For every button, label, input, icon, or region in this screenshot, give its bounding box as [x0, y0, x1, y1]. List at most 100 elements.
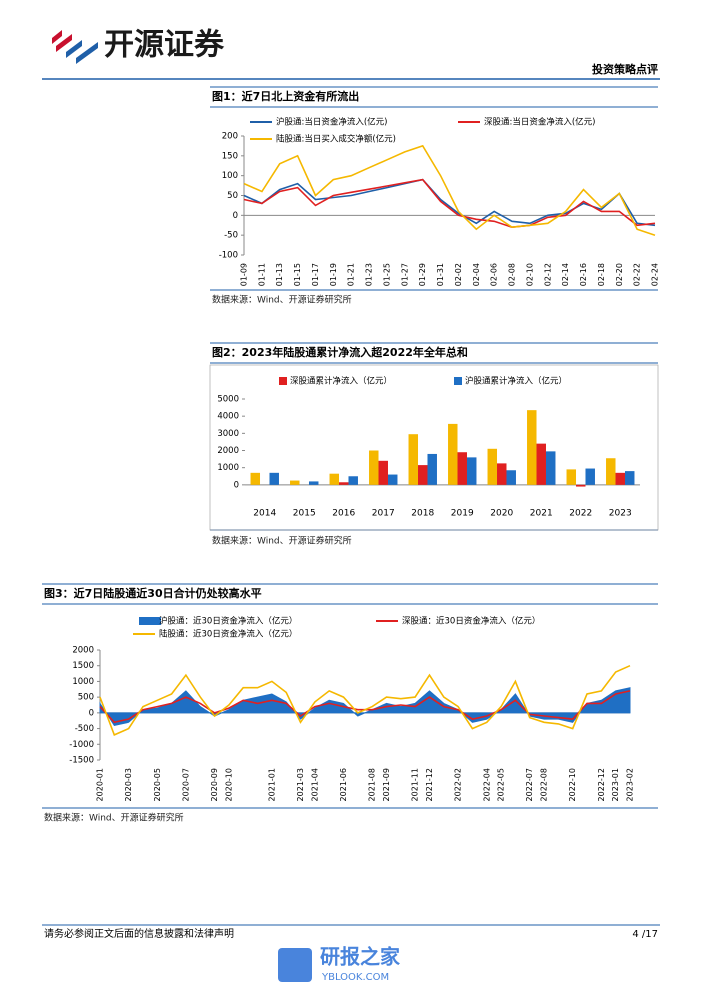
bar — [269, 472, 279, 485]
x-tick-label: 2022-10 — [568, 768, 577, 801]
y-tick-label: 50 — [227, 191, 238, 201]
x-tick-label: 2021-06 — [339, 768, 348, 801]
x-tick-label: 01-17 — [311, 263, 320, 286]
bar — [339, 482, 349, 485]
y-tick-label: 2000 — [72, 646, 94, 656]
y-tick-label: -50 — [224, 231, 238, 241]
line — [99, 664, 631, 736]
line — [243, 144, 656, 236]
x-tick-label: 2019 — [451, 509, 474, 519]
x-tick-label: 01-09 — [240, 263, 249, 286]
x-tick-label: 02-18 — [597, 263, 606, 286]
bar — [427, 453, 437, 485]
figure-source: 数据来源：Wind、开源证券研究所 — [212, 535, 352, 547]
x-tick-label: 2022-05 — [497, 768, 506, 801]
legend-swatch — [454, 377, 462, 385]
legend-label: 沪股通累计净流入（亿元） — [465, 376, 567, 387]
y-tick-label: 100 — [222, 171, 238, 181]
x-tick-label: 2020-09 — [210, 768, 219, 801]
bar — [536, 443, 546, 485]
y-tick-label: 150 — [222, 151, 238, 161]
watermark-name: 研报之家 — [320, 945, 401, 969]
legend-swatch — [139, 617, 161, 625]
x-tick-label: 2022-04 — [482, 768, 491, 801]
line — [243, 178, 656, 229]
legend-label: 沪股通:当日资金净流入(亿元) — [276, 117, 388, 128]
logo-icon — [52, 30, 98, 64]
y-tick-label: 4000 — [217, 412, 239, 422]
y-tick-label: 0 — [234, 480, 239, 490]
y-tick-label: 3000 — [217, 429, 239, 439]
bar — [457, 452, 467, 485]
bar — [576, 484, 586, 487]
x-tick-label: 2021-04 — [310, 768, 319, 801]
x-tick-label: 2018 — [411, 509, 434, 519]
logo-text: 开源证券 — [104, 28, 225, 63]
bar — [250, 472, 261, 485]
x-tick-label: 02-08 — [508, 263, 517, 286]
x-tick-label: 02-04 — [472, 263, 481, 286]
y-tick-label: -100 — [219, 251, 238, 261]
bar — [585, 468, 595, 485]
figure-title: 图3：近7日陆股通近30日合计仍处较高水平 — [44, 586, 262, 600]
y-tick-label: 1000 — [217, 463, 239, 473]
x-tick-label: 01-15 — [293, 263, 302, 286]
x-tick-label: 2014 — [253, 509, 276, 519]
watermark-url: YBLOOK.COM — [321, 972, 389, 983]
x-tick-label: 01-11 — [257, 263, 266, 286]
x-tick-label: 2020-10 — [224, 768, 233, 801]
line — [243, 178, 656, 227]
legend-label: 陆股通：近30日资金净流入（亿元） — [159, 629, 297, 640]
x-tick-label: 01-29 — [418, 263, 427, 286]
bar — [329, 473, 340, 485]
figure-source: 数据来源：Wind、开源证券研究所 — [212, 294, 352, 306]
bar — [487, 448, 498, 485]
bar — [348, 476, 358, 485]
y-tick-label: 0 — [89, 708, 94, 718]
figure-source: 数据来源：Wind、开源证券研究所 — [44, 812, 184, 824]
chart-frame — [209, 364, 659, 531]
x-tick-label: 02-14 — [561, 263, 570, 286]
x-tick-label: 01-21 — [347, 263, 356, 286]
report-type: 投资策略点评 — [592, 62, 658, 76]
x-tick-label: 2021 — [530, 509, 553, 519]
bar — [527, 410, 537, 485]
bar — [497, 463, 507, 485]
x-tick-label: 2021-08 — [368, 768, 377, 801]
x-tick-label: 2021-09 — [382, 768, 391, 801]
x-tick-label: 02-06 — [490, 263, 499, 286]
x-tick-label: 2021-01 — [267, 768, 276, 801]
y-tick-label: 500 — [78, 693, 94, 703]
bar — [290, 480, 300, 485]
x-tick-label: 02-20 — [615, 263, 624, 286]
legend-label: 陆股通:当日买入成交净额(亿元) — [276, 134, 396, 145]
y-tick-label: 0 — [233, 211, 238, 221]
legend-swatch — [279, 377, 287, 385]
x-tick-label: 2022-12 — [597, 768, 606, 801]
bar — [387, 474, 398, 485]
x-tick-label: 01-31 — [436, 263, 445, 286]
bar — [408, 434, 419, 485]
x-tick-label: 01-19 — [329, 263, 338, 286]
bar — [566, 469, 577, 485]
bar — [308, 481, 319, 485]
legend-label: 深股通:当日资金净流入(亿元) — [484, 117, 596, 128]
page-number: 4 /17 — [632, 929, 658, 940]
x-tick-label: 01-27 — [400, 263, 409, 286]
x-tick-label: 2016 — [332, 509, 355, 519]
x-tick-label: 2020-03 — [124, 768, 133, 801]
x-tick-label: 02-16 — [579, 263, 588, 286]
y-tick-label: 2000 — [217, 446, 239, 456]
bar — [606, 458, 616, 485]
area — [99, 687, 631, 726]
x-tick-label: 2023 — [609, 509, 632, 519]
figure-title: 图2：2023年陆股通累计净流入超2022年全年总和 — [212, 345, 468, 359]
x-tick-label: 2020-07 — [181, 768, 190, 801]
bar — [624, 471, 635, 485]
bar — [466, 457, 477, 485]
x-tick-label: 2022-07 — [525, 768, 534, 801]
x-tick-label: 2023-01 — [611, 768, 620, 801]
legend-label: 沪股通：近30日资金净流入（亿元） — [159, 616, 297, 627]
